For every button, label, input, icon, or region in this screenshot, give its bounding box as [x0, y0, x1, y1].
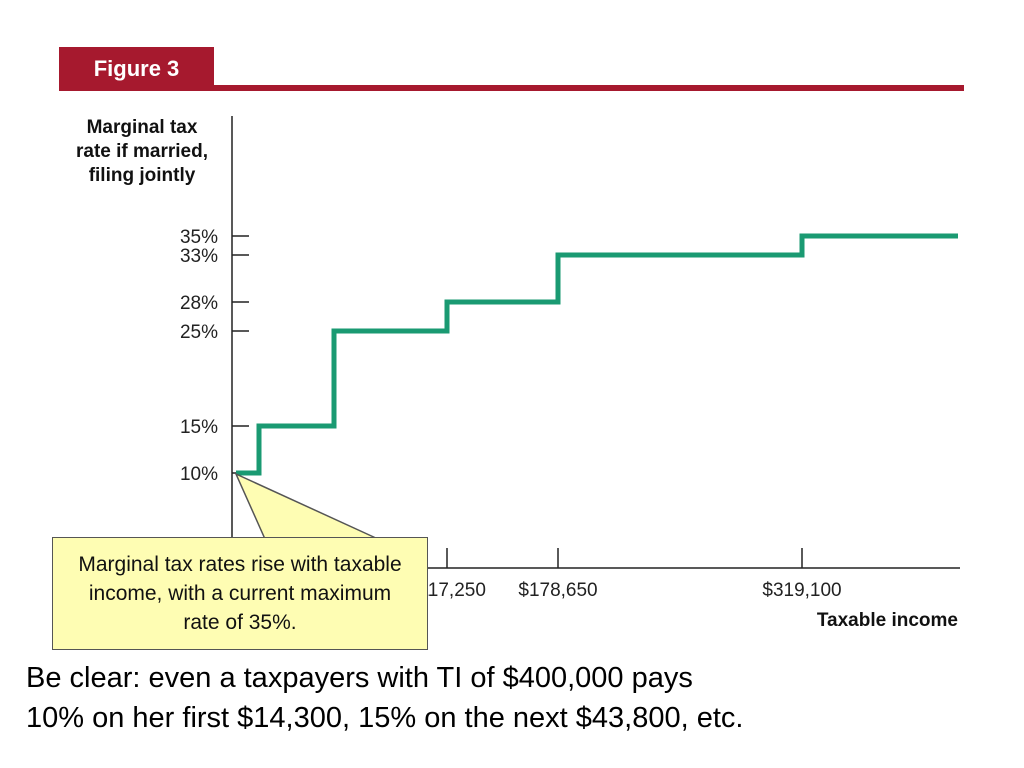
y-axis-label-line: Marginal tax — [87, 117, 198, 138]
callout-pointer — [234, 472, 379, 540]
y-tick-label: 15% — [180, 417, 218, 438]
y-tick-label: 25% — [180, 322, 218, 343]
y-axis-label-line: rate if married, — [76, 141, 208, 162]
callout-box: Marginal tax rates rise with taxable inc… — [52, 537, 428, 650]
y-ticks: 10% 15% 25% 28% 33%35% — [180, 227, 249, 485]
x-tick-label: $178,650 — [518, 580, 597, 601]
callout-text: Marginal tax rates rise with taxable inc… — [78, 553, 402, 634]
marginal-rate-step-line — [236, 233, 958, 476]
body-text-line-2: 10% on her first $14,300, 15% on the nex… — [26, 702, 744, 734]
figure-label: Figure 3 — [59, 47, 214, 90]
body-text: Be clear: even a taxpayers with TI of $4… — [26, 658, 1006, 738]
figure-header-rule — [59, 85, 964, 91]
y-axis-label-line: filing jointly — [89, 165, 196, 186]
x-tick-label: $319,100 — [762, 580, 841, 601]
body-text-line-1: Be clear: even a taxpayers with TI of $4… — [26, 662, 693, 694]
x-axis-label: Taxable income — [817, 610, 958, 631]
y-tick-label: 10% — [180, 464, 218, 485]
y-tick-label: 33% — [180, 246, 218, 267]
y-tick-label: 35% — [180, 227, 218, 248]
y-axis-label: Marginal tax rate if married, filing joint… — [76, 117, 208, 186]
y-tick-label: 28% — [180, 293, 218, 314]
x-ticks: $117,250 $178,650 $319,100 — [408, 548, 842, 601]
